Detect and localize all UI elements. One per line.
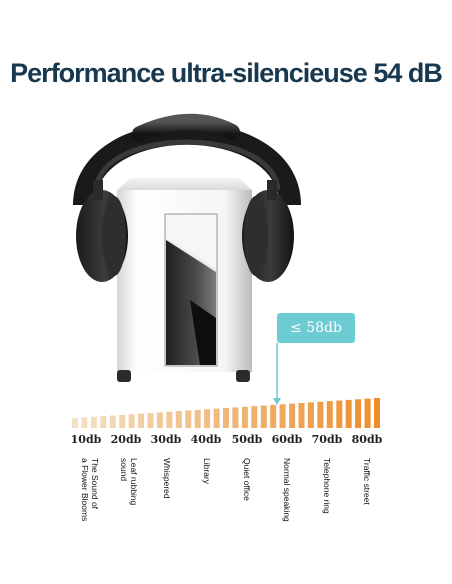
meter-bar [232, 407, 239, 428]
shredder-top [117, 178, 252, 190]
meter-bar [279, 404, 286, 429]
db-label: 10db [70, 433, 102, 446]
headphones-band [73, 122, 301, 206]
meter-bar [81, 417, 88, 428]
meter-bar [100, 416, 107, 428]
meter-bar [194, 409, 201, 428]
db-label: 30db [150, 433, 182, 446]
wheel-left [117, 370, 131, 382]
meter-bar [185, 410, 192, 428]
meter-bar [223, 408, 229, 428]
db-label: 20db [110, 433, 142, 446]
page-title: Performance ultra-silencieuse 54 dB [10, 58, 443, 88]
meter-bar [90, 416, 97, 429]
db-label: 60db [271, 433, 303, 446]
meter-bar [374, 398, 380, 428]
meter-bar [326, 401, 333, 428]
meter-bar [147, 413, 154, 428]
meter-bar [336, 400, 343, 428]
db-label: 50db [231, 433, 263, 446]
meter-bar [260, 405, 267, 428]
meter-bar [364, 398, 371, 428]
meter-bar [307, 402, 314, 428]
meter-bar [204, 409, 211, 429]
level-description: Quiet office [242, 458, 252, 501]
meter-bar [213, 408, 220, 428]
noise-level-callout: ≤ 58db [277, 313, 355, 343]
meter-bar [355, 399, 362, 429]
meter-bar [109, 415, 116, 428]
meter-bar [345, 399, 352, 428]
db-label: 80db [351, 433, 383, 446]
level-description: The Sound of a Flower Blooms [80, 458, 100, 522]
meter-bar [138, 413, 145, 428]
meter-bar [251, 406, 258, 428]
level-description: Normal speaking [282, 458, 292, 522]
meter-bar [166, 411, 173, 429]
meter-bar [156, 412, 163, 428]
level-description: Whispered [162, 458, 172, 499]
meter-bar [298, 403, 305, 428]
level-description: Leaf rubbing sound [119, 458, 139, 506]
meter-bar [270, 404, 277, 428]
meter-bar [119, 414, 126, 428]
level-description: Traffic street [362, 458, 372, 505]
meter-bar [128, 414, 135, 429]
db-label: 40db [190, 433, 222, 446]
meter-bar [289, 403, 296, 428]
db-label: 70db [311, 433, 343, 446]
meter-bar [241, 406, 248, 429]
level-description: Library [202, 458, 212, 484]
level-description: Telephone ring [322, 458, 332, 514]
wheel-right [236, 370, 250, 382]
meter-bar [317, 401, 324, 429]
meter-bar [175, 411, 182, 428]
meter-bar [72, 418, 78, 428]
